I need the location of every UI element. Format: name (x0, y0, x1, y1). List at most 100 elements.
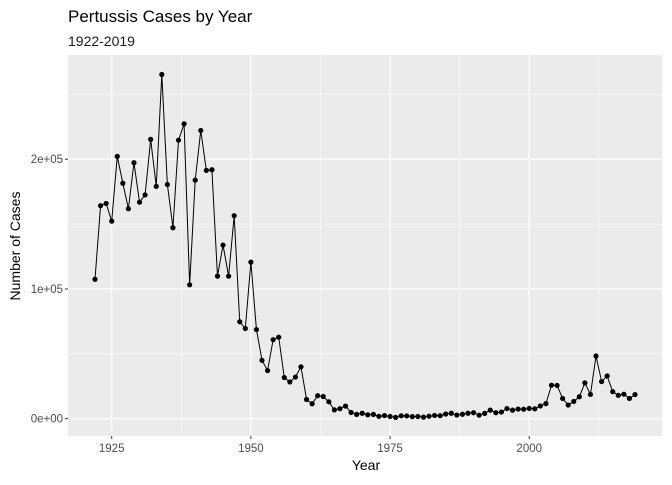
y-axis-title: Number of Cases (7, 192, 23, 301)
data-point (103, 200, 109, 207)
data-point (565, 402, 571, 408)
data-point (359, 410, 365, 416)
data-point (465, 410, 471, 416)
data-point (526, 405, 532, 412)
data-point (587, 391, 594, 398)
data-point (175, 137, 182, 143)
data-point (187, 282, 193, 288)
y-axis-ticks: 0e+00 1e+05 2e+05 (31, 154, 68, 426)
data-point (476, 412, 482, 418)
data-point (226, 273, 232, 279)
plot-panel (68, 55, 662, 436)
data-point (136, 199, 143, 205)
data-point (404, 413, 410, 419)
data-point (270, 337, 276, 343)
y-tick-label: 1e+05 (31, 284, 63, 296)
x-axis-title: Year (352, 457, 381, 473)
data-point (532, 406, 538, 412)
data-point (576, 394, 582, 400)
data-point (164, 181, 170, 188)
data-point (315, 393, 321, 399)
x-axis-ticks: 1925 1950 1975 2000 (99, 436, 542, 455)
data-point (331, 407, 337, 413)
data-point (153, 183, 159, 189)
y-tick-label: 2e+05 (31, 154, 63, 166)
data-point (242, 325, 248, 332)
data-point (415, 413, 421, 420)
data-point (387, 413, 393, 420)
data-point (220, 242, 226, 248)
data-point (381, 412, 388, 419)
data-point (509, 407, 516, 413)
data-point (281, 374, 287, 381)
data-point (203, 167, 209, 173)
data-point (504, 405, 510, 412)
data-point (287, 379, 293, 385)
data-point (354, 411, 360, 418)
data-point (309, 401, 315, 407)
data-point (409, 414, 415, 420)
data-point (365, 412, 371, 418)
data-point (320, 393, 326, 400)
data-point (276, 334, 282, 340)
data-point (337, 406, 343, 412)
data-point (537, 403, 543, 409)
x-tick-label: 1925 (99, 443, 125, 455)
data-point (214, 273, 221, 279)
data-point (131, 160, 137, 166)
panel-background (68, 55, 662, 436)
data-point (487, 407, 493, 413)
data-point (120, 180, 126, 186)
data-point (376, 413, 382, 419)
data-point (253, 326, 260, 333)
data-point (198, 127, 204, 134)
data-point (303, 396, 310, 403)
data-point (498, 409, 504, 415)
x-tick-label: 2000 (516, 443, 542, 455)
data-point (543, 401, 549, 407)
data-point (159, 71, 165, 78)
data-point (632, 391, 638, 398)
data-point (170, 225, 176, 231)
data-point (231, 213, 237, 219)
data-point (598, 378, 605, 385)
data-point (259, 357, 265, 363)
data-point (437, 413, 443, 419)
data-point (348, 409, 354, 416)
data-point (342, 403, 349, 409)
data-point (493, 410, 499, 416)
data-point (92, 276, 98, 282)
data-point (454, 412, 460, 418)
x-tick-label: 1950 (238, 443, 264, 455)
data-point (443, 411, 449, 417)
data-point (431, 412, 438, 419)
y-tick-label: 0e+00 (31, 414, 63, 426)
data-point (142, 192, 148, 198)
data-point (148, 136, 154, 142)
data-point (470, 410, 477, 416)
data-point (621, 391, 627, 397)
data-point (181, 121, 187, 127)
data-point (237, 319, 243, 325)
data-point (114, 153, 120, 159)
data-point (370, 411, 376, 418)
data-point (571, 398, 577, 405)
data-point (292, 374, 299, 380)
data-point (560, 395, 566, 402)
data-point (97, 203, 104, 209)
series-layer (92, 71, 638, 420)
x-tick-label: 1975 (377, 443, 403, 455)
data-point (326, 399, 332, 405)
data-point (482, 410, 488, 416)
data-point (515, 406, 521, 412)
data-point (426, 413, 432, 419)
chart-subtitle: 1922-2019 (68, 33, 135, 49)
data-point (582, 380, 588, 386)
data-point (626, 395, 633, 402)
data-point (521, 406, 527, 412)
data-point (248, 259, 254, 265)
data-point (548, 382, 555, 388)
data-point (554, 382, 560, 389)
